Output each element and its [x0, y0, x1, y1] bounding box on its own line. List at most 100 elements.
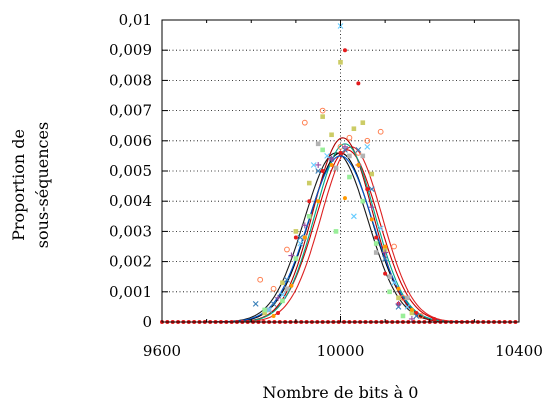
data-point: [271, 313, 276, 318]
data-point: [382, 255, 389, 262]
data-point: [414, 310, 419, 315]
data-point: [301, 222, 308, 229]
data-point: [315, 161, 322, 168]
data-point: [377, 128, 384, 135]
ticks: 0 0,001 0,002 0,003 0,004 0,005 0,006 0,007 0,00…: [109, 11, 543, 360]
data-point: [315, 141, 321, 147]
y-tick-label: 0,004: [109, 192, 152, 210]
data-point: [387, 274, 392, 279]
data-point: [284, 276, 290, 283]
data-point: [387, 289, 392, 295]
y-axis-label-line-1: Proportion de: [9, 129, 28, 241]
data-point: [382, 249, 389, 256]
data-point: [342, 48, 347, 53]
data-point: [297, 240, 304, 247]
data-point: [333, 229, 339, 234]
data-point: [284, 246, 290, 253]
data-point: [413, 313, 420, 319]
data-point: [347, 174, 352, 180]
data-point: [297, 234, 304, 241]
data-point: [404, 304, 411, 310]
y-tick-label: 0,007: [109, 102, 152, 120]
y-tick-label: 0,006: [109, 132, 152, 150]
fit-curves: [162, 137, 519, 323]
data-point: [364, 137, 371, 144]
data-point: [279, 291, 286, 298]
data-point: [270, 300, 277, 307]
x-tick-label: 10000: [317, 342, 365, 360]
data-point: [356, 81, 361, 86]
data-point: [374, 235, 379, 240]
data-point: [333, 165, 339, 171]
x-axis-label: Nombre de bits à 0: [263, 383, 419, 402]
y-tick-label: 0,01: [119, 11, 152, 29]
data-point: [329, 162, 334, 167]
data-point: [395, 304, 402, 310]
data-point: [257, 276, 264, 283]
data-point: [302, 235, 307, 240]
data-point: [396, 295, 401, 301]
data-point: [262, 307, 267, 313]
data-point: [382, 247, 388, 252]
data-point: [355, 146, 362, 153]
data-point: [383, 271, 388, 276]
data-point: [356, 162, 361, 167]
data-point: [342, 146, 348, 153]
data-point: [360, 153, 366, 159]
data-point: [289, 283, 294, 288]
data-point: [307, 199, 312, 204]
data-point: [368, 186, 375, 193]
x-tick-label: 9600: [143, 342, 181, 360]
data-point: [293, 229, 299, 234]
data-point: [338, 59, 343, 65]
y-tick-label: 0,002: [109, 253, 152, 271]
data-point: [377, 225, 384, 232]
data-point: [351, 126, 357, 132]
data-point: [293, 235, 298, 240]
data-point: [306, 214, 312, 219]
data-point: [301, 119, 308, 126]
data-point: [360, 120, 366, 125]
data-point: [368, 204, 375, 211]
data-point: [319, 107, 326, 114]
fit-curve-5: [162, 137, 519, 323]
data-point: [262, 310, 267, 316]
data-point: [306, 180, 312, 186]
data-point: [373, 241, 379, 246]
data-point: [391, 279, 397, 286]
data-point: [252, 300, 259, 307]
data-point: [284, 286, 290, 292]
x-tick-label: 10400: [495, 342, 543, 360]
data-point: [364, 143, 371, 150]
y-axis-label-line-2: sous-séquences: [33, 122, 52, 248]
data-point: [320, 114, 325, 119]
data-point: [346, 134, 353, 141]
y-tick-label: 0,009: [109, 41, 152, 59]
data-point: [350, 213, 357, 220]
y-tick-label: 0: [142, 313, 152, 331]
data-point: [369, 171, 375, 177]
data-point: [328, 155, 335, 162]
data-points: [160, 23, 518, 324]
data-point: [395, 300, 402, 307]
data-point: [310, 162, 317, 168]
data-point: [324, 153, 331, 159]
data-point: [329, 132, 334, 138]
data-point: [276, 310, 281, 315]
data-point: [369, 217, 374, 222]
data-point: [320, 169, 325, 173]
y-tick-label: 0,001: [109, 283, 152, 301]
data-point: [365, 187, 370, 192]
fit-curve-3: [162, 149, 519, 323]
data-point: [280, 298, 285, 304]
data-point: [405, 295, 410, 301]
data-point: [316, 199, 321, 204]
data-point: [396, 286, 401, 291]
data-point: [266, 307, 272, 313]
data-point: [373, 250, 379, 255]
data-point: [417, 313, 424, 319]
data-point: [360, 198, 366, 204]
data-point: [288, 252, 295, 259]
data-point: [270, 285, 277, 292]
